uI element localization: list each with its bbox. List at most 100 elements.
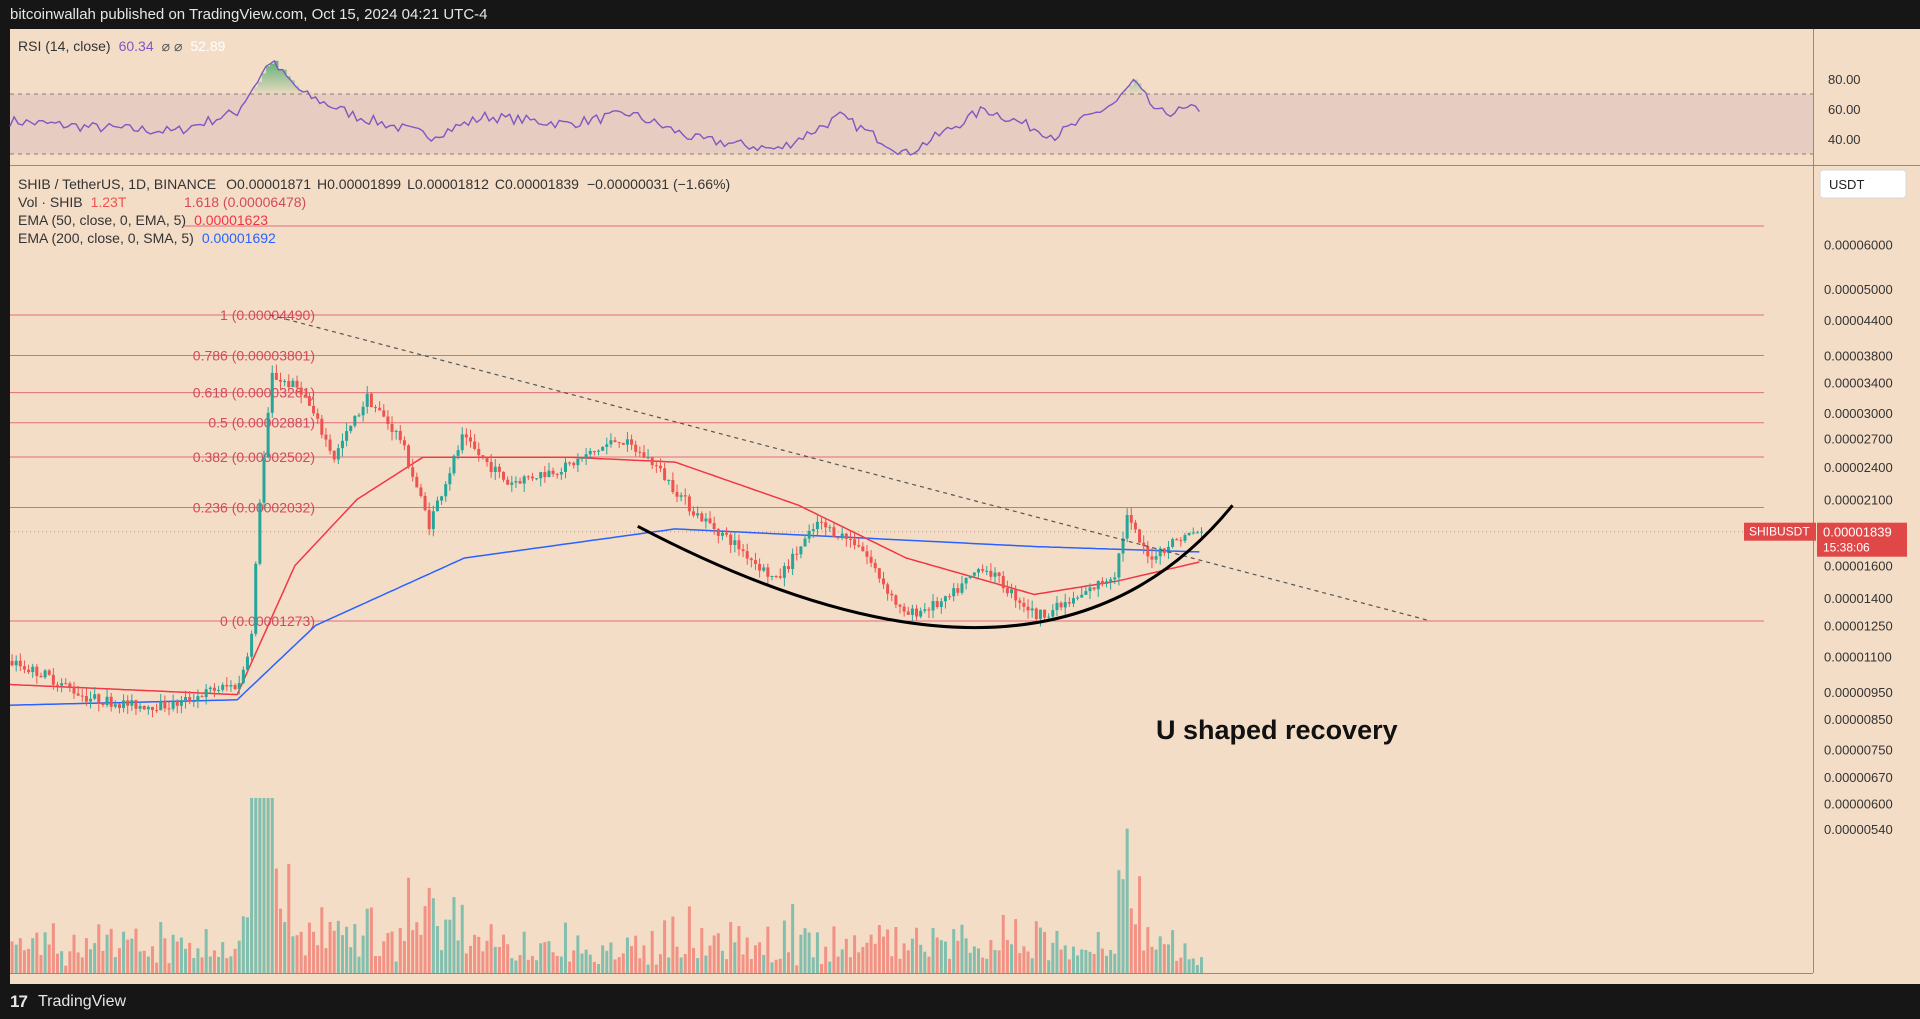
main-panel[interactable] — [10, 166, 1813, 973]
volume-bar — [122, 931, 126, 973]
time-tick-label: Jun — [627, 983, 648, 984]
candle-body — [188, 697, 192, 702]
candle-body — [687, 496, 691, 512]
candle-body — [287, 381, 291, 388]
volume-bar — [634, 935, 638, 973]
volume-bar — [299, 931, 303, 973]
volume-bar — [625, 937, 629, 973]
volume-bar — [89, 949, 93, 973]
candle-body — [1014, 589, 1018, 601]
candle-body — [1117, 553, 1121, 578]
volume-bar — [1129, 908, 1133, 973]
candle-body — [952, 588, 956, 597]
candle-body — [1175, 539, 1179, 541]
svg-text:RSI (14, close)60.34⌀ ⌀52.89: RSI (14, close) 60.34 ⌀ ⌀ 52.89 — [18, 38, 226, 54]
volume-bar — [1191, 958, 1195, 973]
candle-body — [419, 487, 423, 496]
time-tick-label: Jul — [753, 983, 770, 984]
candle-body — [212, 687, 216, 691]
candle-body — [60, 683, 64, 686]
candle-body — [502, 471, 506, 480]
trading-chart[interactable]: 80.00 60.00 40.00 1 (0.00004490) 0.786 (0.0… — [0, 29, 1920, 984]
candle-body — [324, 434, 328, 440]
volume-bar — [692, 947, 696, 973]
candle-body — [985, 570, 989, 572]
candle-body — [146, 706, 150, 710]
volume-bar — [374, 956, 378, 973]
candle-body — [51, 674, 55, 685]
u-shape-curve[interactable] — [637, 504, 1234, 630]
candle-body — [535, 478, 539, 480]
fib-level-label: 0.382 (0.00002502) — [193, 449, 315, 465]
candle-body — [14, 660, 18, 666]
candle-body — [753, 560, 757, 564]
volume-bar — [881, 936, 885, 973]
candle-body — [18, 660, 22, 667]
volume-bar — [700, 927, 704, 973]
candle-body — [968, 575, 972, 578]
volume-bar — [547, 941, 551, 973]
candle-body — [76, 693, 80, 696]
candle-body — [1129, 515, 1133, 523]
volume-bar — [580, 953, 584, 973]
candle-body — [64, 683, 68, 685]
candle-body — [576, 458, 580, 466]
currency-button[interactable]: USDT — [1819, 169, 1907, 199]
candle-body — [184, 697, 188, 701]
ema200-line — [9, 528, 1200, 706]
volume-bar — [737, 926, 741, 973]
volume-bar — [1096, 931, 1100, 973]
candle-body — [427, 510, 431, 530]
time-axis-panel[interactable] — [10, 973, 1920, 984]
rsi-legend-extras: ⌀ ⌀ — [162, 38, 183, 54]
candle-body — [634, 444, 638, 452]
fib-level-label: 0.786 (0.00003801) — [193, 347, 315, 363]
candle-body — [729, 534, 733, 545]
volume-bar — [345, 926, 349, 973]
candle-body — [972, 572, 976, 576]
price-tick-label: 0.00001600 — [1824, 558, 1893, 573]
price-axis-panel[interactable] — [1814, 166, 1920, 973]
candle-body — [55, 684, 59, 686]
rsi-legend-name: RSI (14, close) — [18, 38, 111, 54]
candle-body — [824, 522, 828, 528]
candle-body — [815, 521, 819, 530]
volume-bar — [1034, 921, 1038, 973]
candle-body — [638, 451, 642, 453]
volume-bar — [774, 959, 778, 973]
volume-bar — [431, 898, 435, 973]
volume-bar — [877, 925, 881, 973]
candle-body — [175, 701, 179, 706]
volume-bar — [357, 956, 361, 973]
volume-bar — [1179, 957, 1183, 973]
candle-body — [733, 540, 737, 545]
descending-trendline[interactable] — [270, 314, 1431, 622]
volume-bar — [1030, 958, 1034, 973]
volume-bar — [1162, 944, 1166, 973]
rsi-legend-value: 60.34 — [119, 38, 154, 54]
candle-body — [976, 569, 980, 573]
u-shape-annotation[interactable]: U shaped recovery — [1156, 715, 1398, 745]
volume-bar — [530, 956, 534, 973]
candle-body — [250, 633, 254, 657]
candle-body — [407, 445, 411, 468]
candle-body — [357, 415, 361, 417]
candle-body — [989, 570, 993, 577]
volume-bar — [894, 927, 898, 973]
volume-bar — [584, 949, 588, 973]
volume-bar — [262, 798, 266, 973]
volume-bar — [1105, 955, 1109, 973]
volume-bar — [997, 950, 1001, 973]
volume-bar — [704, 955, 708, 973]
candle-body — [312, 405, 316, 414]
candle-body — [890, 593, 894, 596]
volume-bar — [155, 962, 159, 973]
candle-body — [117, 704, 121, 709]
candle-body — [155, 710, 159, 712]
candle-body — [221, 684, 225, 690]
volume-bar — [803, 928, 807, 973]
volume-bar — [398, 927, 402, 973]
volume-bar — [204, 929, 208, 973]
candle-body — [336, 448, 340, 460]
rsi-axis-panel[interactable] — [1814, 29, 1920, 165]
